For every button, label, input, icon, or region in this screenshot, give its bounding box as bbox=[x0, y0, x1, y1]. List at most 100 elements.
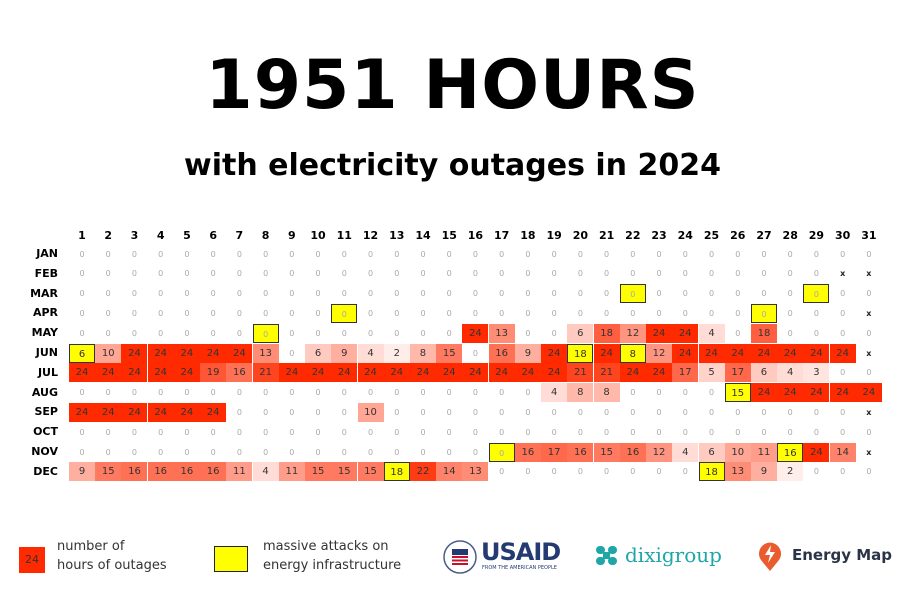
day-header: 17 bbox=[494, 229, 510, 242]
heatmap-cell: 0 bbox=[525, 467, 531, 477]
heatmap-cell: 0 bbox=[761, 249, 767, 259]
heatmap-cell: 0 bbox=[315, 447, 321, 457]
heatmap-cell: 0 bbox=[761, 289, 767, 299]
heatmap-cell: 4 bbox=[357, 343, 384, 363]
heatmap-cell: 0 bbox=[341, 407, 347, 417]
heatmap-cell: 24 bbox=[698, 343, 725, 363]
attack-day-cell: 16 bbox=[777, 442, 804, 462]
heatmap-cell: 0 bbox=[263, 447, 269, 457]
heatmap-cell: 0 bbox=[420, 269, 426, 279]
heatmap-cell: 0 bbox=[158, 427, 164, 437]
day-header: 30 bbox=[835, 229, 851, 242]
heatmap-cell: 0 bbox=[630, 308, 636, 318]
heatmap-cell: 0 bbox=[630, 427, 636, 437]
heatmap-cell: 0 bbox=[315, 249, 321, 259]
month-label: DEC bbox=[33, 464, 58, 478]
heatmap-cell: 0 bbox=[420, 249, 426, 259]
dixigroup-logo: dixigroup bbox=[594, 542, 724, 572]
heatmap-cell: 0 bbox=[472, 427, 478, 437]
heatmap-cell: 0 bbox=[184, 289, 190, 299]
heatmap-cell: 24 bbox=[541, 343, 568, 363]
heatmap-cell: 0 bbox=[341, 447, 347, 457]
attack-day-cell: 0 bbox=[803, 284, 830, 304]
heatmap-cell: 0 bbox=[236, 427, 242, 437]
heatmap-cell: 0 bbox=[79, 249, 85, 259]
heatmap-cell: 0 bbox=[210, 328, 216, 338]
heatmap-cell: 0 bbox=[577, 308, 583, 318]
heatmap-cell: 0 bbox=[315, 388, 321, 398]
heatmap-cell: 0 bbox=[79, 308, 85, 318]
heatmap-cell: 0 bbox=[551, 328, 557, 338]
heatmap-cell: 0 bbox=[315, 289, 321, 299]
energy-map-wordmark: Energy Map bbox=[792, 546, 893, 564]
heatmap-cell: 0 bbox=[472, 289, 478, 299]
heatmap-cell: 6 bbox=[698, 442, 725, 462]
heatmap-cell: 0 bbox=[184, 447, 190, 457]
heatmap-cell: 0 bbox=[236, 407, 242, 417]
heatmap-cell: 24 bbox=[803, 442, 830, 462]
heatmap-cell: 0 bbox=[105, 427, 111, 437]
heatmap-cell: 6 bbox=[567, 323, 594, 343]
heatmap-cell: 0 bbox=[656, 269, 662, 279]
heatmap-cell: 0 bbox=[394, 289, 400, 299]
heatmap-cell: 0 bbox=[866, 328, 872, 338]
heatmap-cell: 0 bbox=[682, 388, 688, 398]
attack-day-cell: 6 bbox=[69, 343, 95, 363]
attack-day-cell: 0 bbox=[750, 303, 777, 323]
heatmap-cell: 0 bbox=[525, 289, 531, 299]
heatmap-cell: 0 bbox=[840, 368, 846, 378]
heatmap-cell: 0 bbox=[787, 328, 793, 338]
heatmap-cell: 0 bbox=[577, 269, 583, 279]
heatmap-cell: 0 bbox=[394, 407, 400, 417]
heatmap-cell: 0 bbox=[577, 249, 583, 259]
heatmap-cell: 24 bbox=[672, 343, 699, 363]
heatmap-cell: 16 bbox=[619, 442, 646, 462]
heatmap-cell: 0 bbox=[682, 308, 688, 318]
heatmap-cell: 2 bbox=[383, 343, 410, 363]
day-header: 26 bbox=[730, 229, 746, 242]
day-header: 11 bbox=[336, 229, 352, 242]
heatmap-cell: 0 bbox=[604, 289, 610, 299]
heatmap-cell: 0 bbox=[446, 407, 452, 417]
heatmap-cell: 0 bbox=[656, 308, 662, 318]
heatmap-cell: 0 bbox=[394, 308, 400, 318]
heatmap-cell: 0 bbox=[420, 328, 426, 338]
heatmap-cell: 0 bbox=[184, 249, 190, 259]
heatmap-cell: 0 bbox=[708, 249, 715, 259]
heatmap-cell: 24 bbox=[619, 363, 646, 383]
heatmap-cell: 0 bbox=[105, 269, 111, 279]
heatmap-cell: 0 bbox=[472, 348, 478, 358]
heatmap-cell: 0 bbox=[840, 289, 846, 299]
heatmap-cell: 0 bbox=[236, 447, 242, 457]
heatmap-cell: 24 bbox=[462, 323, 489, 343]
heatmap-cell: 0 bbox=[367, 427, 374, 437]
heatmap-cell: 0 bbox=[446, 289, 452, 299]
heatmap-cell: 13 bbox=[488, 323, 515, 343]
heatmap-cell: 0 bbox=[813, 249, 819, 259]
heatmap-cell: 0 bbox=[682, 407, 688, 417]
heatmap-cell: 13 bbox=[252, 343, 279, 363]
heatmap-cell: 8 bbox=[567, 383, 594, 403]
heatmap-cell: 0 bbox=[105, 388, 111, 398]
heatmap-cell: 0 bbox=[813, 308, 819, 318]
heatmap-cell: 0 bbox=[787, 249, 793, 259]
usaid-wordmark: USAID bbox=[481, 538, 561, 566]
heatmap-cell: 0 bbox=[787, 269, 793, 279]
heatmap-cell: 22 bbox=[409, 462, 436, 482]
heatmap-cell: 0 bbox=[551, 467, 557, 477]
heatmap-cell: 24 bbox=[803, 383, 830, 403]
heatmap-cell: 0 bbox=[656, 407, 662, 417]
heatmap-cell: 0 bbox=[813, 407, 819, 417]
heatmap-cell: 0 bbox=[840, 249, 846, 259]
heatmap-cell: 0 bbox=[866, 249, 872, 259]
heatmap-cell: 0 bbox=[341, 269, 347, 279]
heatmap-cell: 24 bbox=[829, 383, 856, 403]
day-header: 27 bbox=[756, 229, 772, 242]
heatmap-cell: 0 bbox=[840, 467, 846, 477]
dixigroup-mark-icon bbox=[596, 546, 617, 565]
heatmap-cell: 0 bbox=[236, 388, 242, 398]
heatmap-cell: 17 bbox=[724, 363, 751, 383]
month-label: APR bbox=[32, 306, 58, 320]
heatmap-cell: 0 bbox=[420, 407, 426, 417]
heatmap-cell: 0 bbox=[367, 447, 374, 457]
